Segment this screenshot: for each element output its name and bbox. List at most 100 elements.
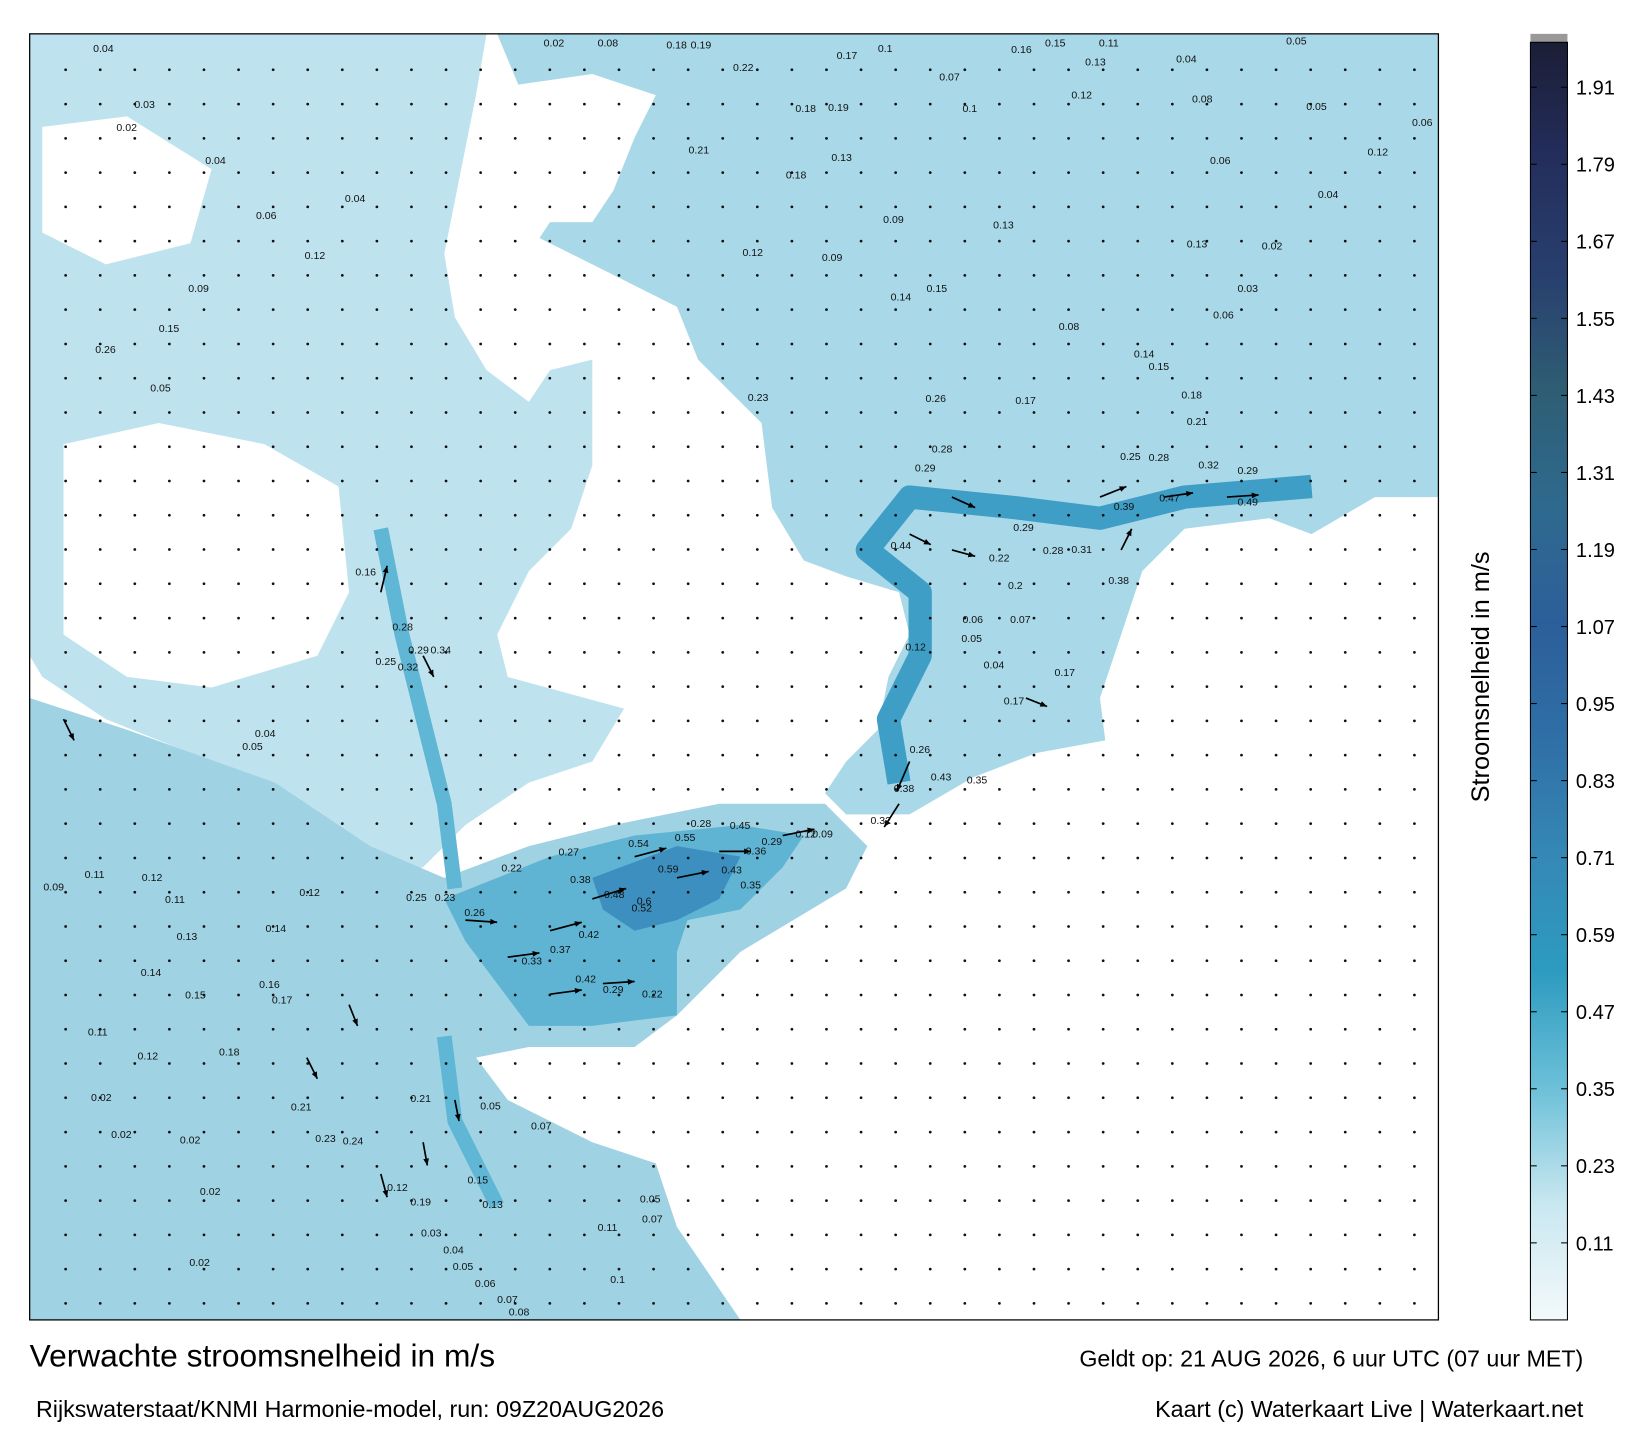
grid-dot — [375, 959, 379, 963]
grid-dot — [479, 205, 483, 209]
grid-dot — [755, 1267, 759, 1271]
grid-dot — [825, 925, 828, 928]
grid-dot — [410, 890, 413, 894]
grid-dot — [928, 822, 932, 826]
grid-dot — [1205, 1199, 1209, 1202]
grid-dot — [859, 1199, 863, 1202]
grid-dot — [790, 136, 794, 140]
grid-dot — [1067, 479, 1070, 483]
grid-dot — [202, 788, 206, 791]
grid-dot — [168, 719, 171, 723]
grid-dot — [375, 411, 379, 414]
grid-dot — [548, 68, 552, 72]
grid-dot — [202, 274, 206, 277]
grid-dot — [340, 513, 344, 517]
grid-dot — [1240, 513, 1243, 517]
speed-label: 0.02 — [180, 1134, 201, 1146]
grid-dot — [652, 925, 655, 928]
grid-dot — [479, 650, 483, 654]
grid-dot — [1067, 788, 1070, 791]
grid-dot — [548, 1267, 552, 1271]
grid-dot — [790, 513, 794, 517]
grid-dot — [479, 1302, 483, 1305]
grid-dot — [1240, 136, 1243, 140]
grid-dot — [790, 1267, 794, 1271]
grid-dot — [1032, 513, 1036, 517]
grid-dot — [894, 479, 898, 483]
grid-dot — [1378, 479, 1382, 483]
grid-dot — [686, 788, 690, 791]
grid-dot — [859, 274, 863, 277]
grid-dot — [479, 102, 483, 106]
grid-dot — [1170, 308, 1174, 312]
grid-dot — [1136, 1164, 1140, 1168]
grid-dot — [894, 274, 898, 277]
grid-dot — [1170, 411, 1174, 414]
grid-dot — [202, 582, 206, 586]
colorbar-tick-label: 0.47 — [1576, 1002, 1615, 1024]
grid-dot — [306, 1164, 310, 1168]
grid-dot — [98, 959, 102, 963]
grid-dot — [825, 582, 828, 586]
grid-dot — [1274, 1062, 1278, 1065]
grid-dot — [237, 890, 240, 894]
grid-dot — [1309, 1199, 1313, 1202]
grid-dot — [1136, 685, 1140, 688]
grid-dot — [652, 274, 655, 277]
grid-dot — [271, 650, 275, 654]
grid-dot — [859, 959, 863, 963]
grid-dot — [721, 411, 725, 414]
speed-label: 0.28 — [932, 444, 953, 456]
grid-dot — [98, 376, 102, 380]
grid-dot — [652, 342, 655, 346]
grid-dot — [1205, 411, 1209, 414]
grid-dot — [133, 513, 137, 517]
grid-dot — [721, 548, 725, 551]
grid-dot — [1136, 136, 1140, 140]
grid-dot — [237, 68, 240, 72]
grid-dot — [1378, 890, 1382, 894]
grid-dot — [825, 1233, 828, 1237]
grid-dot — [1240, 548, 1243, 551]
grid-dot — [1240, 582, 1243, 586]
grid-dot — [721, 205, 725, 209]
grid-dot — [98, 719, 102, 723]
grid-dot — [998, 274, 1001, 277]
speed-label: 0.26 — [925, 393, 946, 405]
grid-dot — [686, 925, 690, 928]
grid-dot — [755, 1027, 759, 1031]
grid-dot — [548, 171, 552, 174]
grid-dot — [1240, 102, 1243, 106]
grid-dot — [1032, 856, 1036, 860]
grid-dot — [479, 788, 483, 791]
grid-dot — [237, 650, 240, 654]
grid-dot — [513, 445, 517, 449]
grid-dot — [686, 1199, 690, 1202]
grid-dot — [444, 788, 448, 791]
grid-dot — [133, 1302, 137, 1305]
speed-label: 0.12 — [905, 641, 926, 653]
speed-label: 0.14 — [141, 967, 162, 979]
grid-dot — [548, 239, 552, 243]
grid-dot — [755, 1302, 759, 1305]
grid-dot — [306, 1096, 310, 1100]
grid-dot — [1378, 411, 1382, 414]
grid-dot — [755, 788, 759, 791]
grid-dot — [652, 959, 655, 963]
grid-dot — [825, 342, 828, 346]
grid-dot — [721, 822, 725, 826]
grid-dot — [548, 822, 552, 826]
grid-dot — [1240, 925, 1243, 928]
grid-dot — [1136, 171, 1140, 174]
colorbar-tick-label: 1.79 — [1576, 155, 1615, 177]
grid-dot — [444, 650, 448, 654]
grid-dot — [306, 616, 310, 620]
speed-label: 0.05 — [640, 1194, 661, 1206]
grid-dot — [1067, 68, 1070, 72]
grid-dot — [1067, 753, 1070, 757]
grid-dot — [202, 993, 206, 997]
grid-dot — [998, 1233, 1001, 1237]
grid-dot — [548, 1062, 552, 1065]
grid-dot — [202, 548, 206, 551]
grid-dot — [306, 719, 310, 723]
